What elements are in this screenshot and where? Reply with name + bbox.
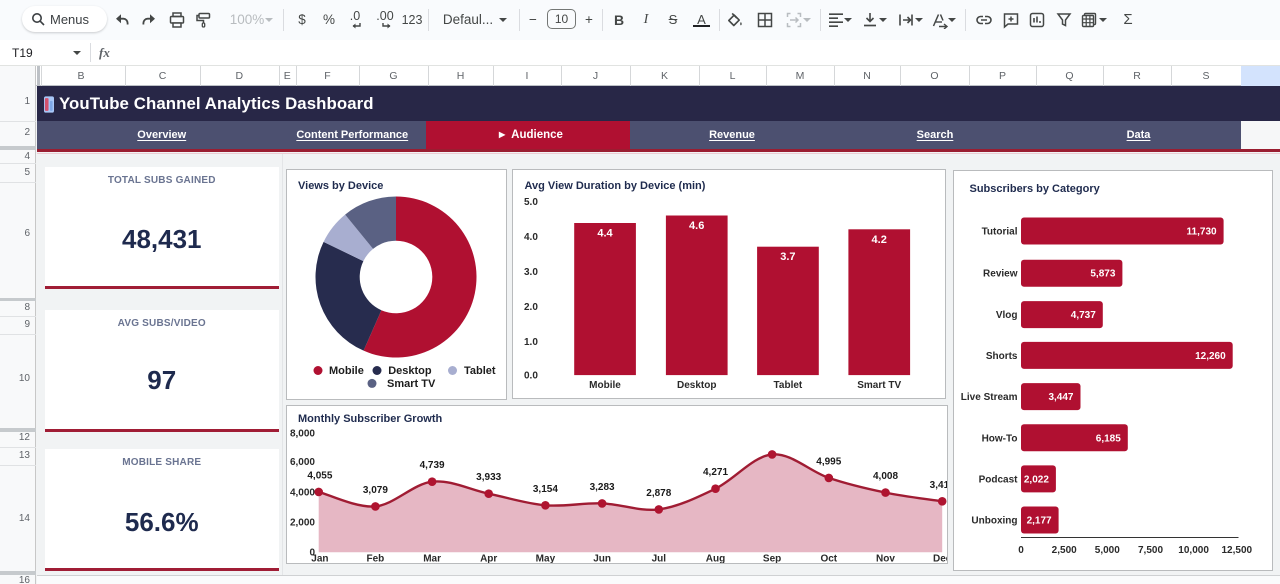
svg-text:Shorts: Shorts [985, 351, 1017, 362]
svg-text:Nov: Nov [876, 554, 895, 564]
svg-text:4.2: 4.2 [871, 233, 886, 245]
svg-text:4,739: 4,739 [420, 460, 445, 471]
svg-text:4,995: 4,995 [816, 456, 841, 467]
svg-text:3,283: 3,283 [590, 482, 615, 493]
svg-text:Mar: Mar [423, 554, 441, 564]
svg-text:2.0: 2.0 [524, 301, 538, 312]
svg-text:Podcast: Podcast [978, 474, 1018, 485]
svg-text:10,000: 10,000 [1178, 545, 1209, 556]
svg-text:5.0: 5.0 [524, 197, 538, 208]
svg-text:3,933: 3,933 [476, 472, 501, 483]
svg-text:4,000: 4,000 [290, 487, 315, 498]
svg-text:Jan: Jan [311, 554, 328, 564]
svg-text:Tablet: Tablet [464, 365, 496, 377]
svg-text:4,055: 4,055 [307, 470, 332, 481]
svg-text:Tablet: Tablet [773, 380, 802, 391]
svg-text:12,500: 12,500 [1221, 545, 1252, 556]
svg-text:3,079: 3,079 [363, 485, 388, 496]
svg-text:2,878: 2,878 [646, 488, 671, 499]
svg-text:1.0: 1.0 [524, 336, 538, 347]
svg-text:3,419: 3,419 [930, 480, 947, 491]
svg-text:Vlog: Vlog [995, 310, 1017, 321]
svg-text:Smart TV: Smart TV [857, 380, 901, 391]
svg-text:4,008: 4,008 [873, 471, 898, 482]
svg-text:How-To: How-To [981, 433, 1017, 444]
svg-text:3.7: 3.7 [780, 251, 795, 263]
svg-text:Smart TV: Smart TV [387, 378, 436, 390]
svg-text:2,000: 2,000 [290, 517, 315, 528]
svg-text:Dec: Dec [933, 554, 947, 564]
svg-text:8,000: 8,000 [290, 429, 315, 440]
svg-text:3,154: 3,154 [533, 484, 558, 495]
svg-text:6,185: 6,185 [1095, 433, 1120, 444]
svg-text:0: 0 [1018, 545, 1024, 556]
svg-text:Review: Review [983, 269, 1018, 280]
svg-text:Mobile: Mobile [329, 365, 364, 377]
svg-text:Unboxing: Unboxing [971, 516, 1017, 527]
svg-text:3,447: 3,447 [1048, 392, 1073, 403]
svg-text:May: May [536, 554, 556, 564]
svg-text:12,260: 12,260 [1195, 351, 1226, 362]
svg-text:Tutorial: Tutorial [981, 227, 1017, 238]
svg-text:Mobile: Mobile [589, 380, 621, 391]
svg-text:Live Stream: Live Stream [960, 392, 1017, 403]
svg-text:4,737: 4,737 [1070, 310, 1095, 321]
svg-text:Desktop: Desktop [388, 365, 432, 377]
svg-text:0: 0 [309, 548, 315, 559]
svg-text:4,271: 4,271 [703, 467, 728, 478]
svg-text:Oct: Oct [820, 554, 837, 564]
svg-text:Desktop: Desktop [676, 380, 715, 391]
svg-text:4.6: 4.6 [689, 220, 704, 232]
svg-text:7,500: 7,500 [1137, 545, 1162, 556]
svg-text:2,177: 2,177 [1026, 516, 1051, 527]
svg-text:4.0: 4.0 [524, 232, 538, 243]
svg-text:11,730: 11,730 [1186, 227, 1216, 238]
svg-text:5,000: 5,000 [1094, 545, 1119, 556]
svg-text:5,873: 5,873 [1090, 269, 1115, 280]
svg-text:0.0: 0.0 [524, 370, 538, 381]
svg-text:2,022: 2,022 [1023, 474, 1048, 485]
svg-text:Sep: Sep [763, 554, 781, 564]
svg-text:Feb: Feb [367, 554, 385, 564]
svg-text:6,000: 6,000 [290, 457, 315, 468]
svg-text:Apr: Apr [480, 554, 497, 564]
svg-text:Jul: Jul [652, 554, 667, 564]
svg-text:Aug: Aug [706, 554, 725, 564]
svg-text:3.0: 3.0 [524, 267, 538, 278]
svg-text:4.4: 4.4 [597, 227, 613, 239]
svg-text:Jun: Jun [593, 554, 611, 564]
svg-text:2,500: 2,500 [1051, 545, 1076, 556]
